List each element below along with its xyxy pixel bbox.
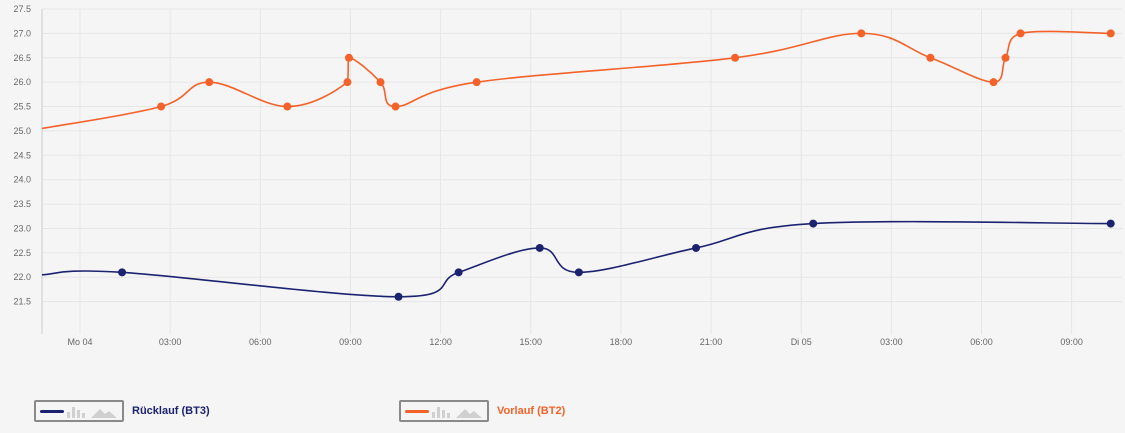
y-tick-label: 24.0 (13, 175, 31, 185)
y-tick-label: 27.5 (13, 4, 31, 14)
data-point[interactable] (731, 53, 740, 62)
y-tick-label: 23.0 (13, 223, 31, 233)
data-point[interactable] (376, 78, 385, 87)
data-point[interactable] (809, 219, 818, 228)
x-tick-label: 18:00 (610, 337, 633, 347)
data-point[interactable] (535, 243, 544, 252)
y-tick-label: 21.5 (13, 297, 31, 307)
axes: 21.5 22.0 22.5 23.0 23.5 24.0 24.5 25.0 25.5 26.0… (13, 4, 1082, 347)
legend-toggle-box[interactable] (399, 400, 489, 422)
x-tick-label: 09:00 (339, 337, 362, 347)
chart-type-icon (67, 407, 117, 418)
data-point[interactable] (1001, 53, 1010, 62)
x-tick-label: 09:00 (1060, 337, 1083, 347)
data-point[interactable] (857, 29, 866, 38)
y-tick-label: 26.0 (13, 77, 31, 87)
data-point[interactable] (1106, 219, 1115, 228)
data-point[interactable] (283, 102, 292, 111)
grid (42, 8, 1122, 334)
y-tick-label: 25.5 (13, 102, 31, 112)
x-tick-label: 03:00 (880, 337, 903, 347)
data-point[interactable] (1106, 29, 1115, 38)
data-point[interactable] (391, 102, 400, 111)
x-tick-label: 15:00 (519, 337, 542, 347)
series-line-0 (41, 220, 1111, 298)
data-point[interactable] (574, 268, 583, 277)
x-tick-label: 21:00 (700, 337, 723, 347)
data-point[interactable] (205, 78, 214, 87)
x-tick-label: 12:00 (429, 337, 452, 347)
legend-toggle-box[interactable] (34, 400, 124, 422)
y-tick-label: 22.5 (13, 248, 31, 258)
data-point[interactable] (344, 53, 353, 62)
legend-label: Rücklauf (BT3) (132, 405, 210, 417)
data-point[interactable] (472, 78, 481, 87)
data-point[interactable] (926, 53, 935, 62)
y-tick-label: 26.5 (13, 53, 31, 63)
y-tick-label: 22.0 (13, 272, 31, 282)
data-point[interactable] (1016, 29, 1025, 38)
x-tick-label: 06:00 (249, 337, 272, 347)
data-point[interactable] (692, 243, 701, 252)
x-tick-label: 06:00 (970, 337, 993, 347)
y-tick-label: 23.5 (13, 199, 31, 209)
y-tick-label: 27.0 (13, 28, 31, 38)
legend-line-swatch (405, 410, 429, 413)
series-lines (41, 29, 1115, 301)
legend-item-ruecklauf[interactable]: Rücklauf (BT3) (34, 400, 210, 422)
legend-item-vorlauf[interactable]: Vorlauf (BT2) (399, 400, 565, 422)
x-tick-label: 03:00 (159, 337, 182, 347)
data-point[interactable] (343, 78, 352, 87)
legend-line-swatch (40, 410, 64, 413)
y-tick-label: 24.5 (13, 150, 31, 160)
x-tick-label: Di 05 (791, 337, 812, 347)
data-point[interactable] (989, 78, 998, 87)
data-point[interactable] (454, 268, 463, 277)
data-point[interactable] (157, 102, 166, 111)
legend-label: Vorlauf (BT2) (497, 405, 566, 417)
x-tick-label: Mo 04 (67, 337, 92, 347)
data-point[interactable] (394, 292, 403, 301)
chart-type-icon (432, 407, 482, 418)
y-tick-label: 25.0 (13, 126, 31, 136)
series-line-1 (41, 30, 1111, 130)
data-point[interactable] (118, 268, 127, 277)
